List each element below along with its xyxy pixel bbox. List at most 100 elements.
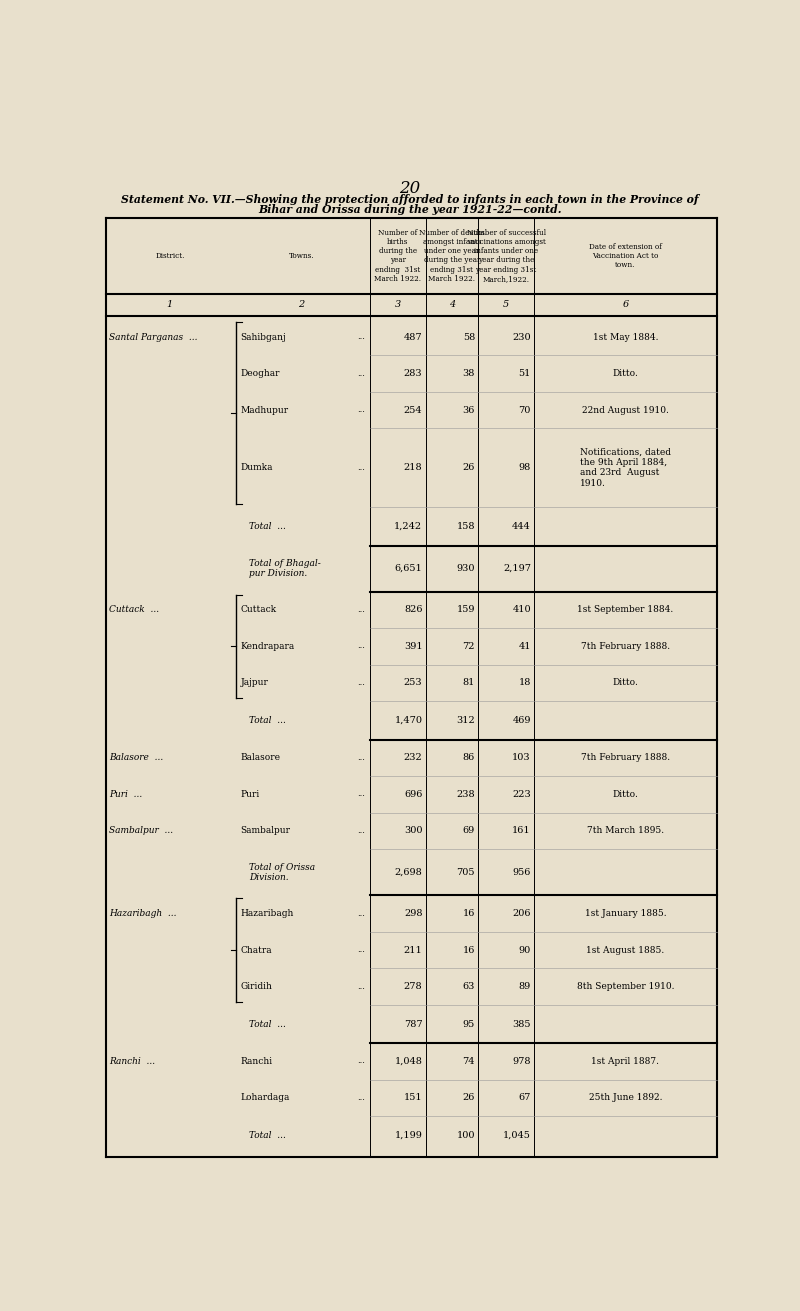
Text: Lohardaga: Lohardaga xyxy=(241,1093,290,1103)
Text: 159: 159 xyxy=(457,606,475,615)
Text: 5: 5 xyxy=(503,300,510,309)
Text: Number of
births
during the
year
ending  31st
March 1922.: Number of births during the year ending … xyxy=(374,228,421,283)
Text: Puri: Puri xyxy=(241,791,260,798)
Text: 86: 86 xyxy=(463,754,475,763)
Text: 223: 223 xyxy=(512,791,531,798)
Text: ...: ... xyxy=(357,370,365,378)
Text: 1st April 1887.: 1st April 1887. xyxy=(591,1057,659,1066)
Text: Giridih: Giridih xyxy=(241,982,273,991)
Text: 3: 3 xyxy=(394,300,401,309)
Text: 7th February 1888.: 7th February 1888. xyxy=(581,754,670,763)
Text: 16: 16 xyxy=(462,909,475,918)
Text: Total of Bhagal-
pur Division.: Total of Bhagal- pur Division. xyxy=(249,558,321,578)
Text: 206: 206 xyxy=(512,909,531,918)
Text: Total  ...: Total ... xyxy=(249,522,286,531)
Text: 36: 36 xyxy=(462,405,475,414)
Text: ...: ... xyxy=(357,982,365,991)
Text: 89: 89 xyxy=(518,982,531,991)
Text: Chatra: Chatra xyxy=(241,945,272,954)
Text: 956: 956 xyxy=(513,868,531,877)
Text: Ditto.: Ditto. xyxy=(613,679,638,687)
Text: 67: 67 xyxy=(518,1093,531,1103)
Text: 705: 705 xyxy=(457,868,475,877)
Text: 253: 253 xyxy=(404,679,422,687)
Text: 487: 487 xyxy=(404,333,422,342)
Text: Bihar and Orissa during the year 1921-22—contd.: Bihar and Orissa during the year 1921-22… xyxy=(258,203,562,215)
Text: 312: 312 xyxy=(456,716,475,725)
Text: Total  ...: Total ... xyxy=(249,1131,286,1141)
Text: 103: 103 xyxy=(512,754,531,763)
Text: 95: 95 xyxy=(463,1020,475,1029)
Text: 298: 298 xyxy=(404,909,422,918)
Text: Dumka: Dumka xyxy=(241,463,274,472)
Text: 72: 72 xyxy=(462,642,475,652)
Text: 1,242: 1,242 xyxy=(394,522,422,531)
Text: Balasore: Balasore xyxy=(241,754,281,763)
Text: 1,199: 1,199 xyxy=(394,1131,422,1141)
Text: 230: 230 xyxy=(512,333,531,342)
Text: 20: 20 xyxy=(399,180,421,197)
Text: Cuttack: Cuttack xyxy=(241,606,277,615)
Text: Deoghar: Deoghar xyxy=(241,370,280,378)
Text: 16: 16 xyxy=(462,945,475,954)
Text: 469: 469 xyxy=(512,716,531,725)
Text: Number of deaths
amongst infants
under one year
during the year
ending 31st
Marc: Number of deaths amongst infants under o… xyxy=(419,228,485,283)
Text: Jajpur: Jajpur xyxy=(241,679,269,687)
Text: 38: 38 xyxy=(462,370,475,378)
Text: 1,048: 1,048 xyxy=(394,1057,422,1066)
Text: ...: ... xyxy=(357,464,365,472)
Text: Kendrapara: Kendrapara xyxy=(241,642,295,652)
Text: 1st August 1885.: 1st August 1885. xyxy=(586,945,665,954)
Text: ...: ... xyxy=(357,333,365,341)
Text: 63: 63 xyxy=(462,982,475,991)
Text: 1st September 1884.: 1st September 1884. xyxy=(578,606,674,615)
Text: 6,651: 6,651 xyxy=(394,564,422,573)
Text: 98: 98 xyxy=(518,463,531,472)
Text: Cuttack  ...: Cuttack ... xyxy=(110,606,159,615)
Text: Towns.: Towns. xyxy=(289,252,314,260)
Text: Sahibganj: Sahibganj xyxy=(241,333,286,342)
Text: 151: 151 xyxy=(404,1093,422,1103)
Text: 1: 1 xyxy=(166,300,173,309)
Text: 100: 100 xyxy=(457,1131,475,1141)
Text: ...: ... xyxy=(357,642,365,650)
Text: 218: 218 xyxy=(404,463,422,472)
Text: 58: 58 xyxy=(463,333,475,342)
Text: 22nd August 1910.: 22nd August 1910. xyxy=(582,405,669,414)
Text: 69: 69 xyxy=(463,826,475,835)
Text: 26: 26 xyxy=(462,463,475,472)
Text: Balasore  ...: Balasore ... xyxy=(110,754,163,763)
Text: ...: ... xyxy=(357,910,365,918)
Text: Notifications, dated
the 9th April 1884,
and 23rd  August
1910.: Notifications, dated the 9th April 1884,… xyxy=(580,447,671,488)
Text: District.: District. xyxy=(155,252,185,260)
Text: 391: 391 xyxy=(404,642,422,652)
Text: 18: 18 xyxy=(518,679,531,687)
Text: Ranchi: Ranchi xyxy=(241,1057,273,1066)
Text: 385: 385 xyxy=(512,1020,531,1029)
Text: Number of successful
vaccinations amongst
infants under one
year during the
year: Number of successful vaccinations amongs… xyxy=(466,228,546,283)
Text: Total  ...: Total ... xyxy=(249,716,286,725)
Text: 6: 6 xyxy=(622,300,629,309)
Text: Madhupur: Madhupur xyxy=(241,405,289,414)
Text: Total of Orissa
Division.: Total of Orissa Division. xyxy=(249,863,315,882)
Text: Ditto.: Ditto. xyxy=(613,791,638,798)
Text: Statement No. VII.—Showing the protection afforded to infants in each town in th: Statement No. VII.—Showing the protectio… xyxy=(122,194,698,205)
Text: Santal Parganas  ...: Santal Parganas ... xyxy=(110,333,198,342)
Text: ...: ... xyxy=(357,679,365,687)
Text: 2: 2 xyxy=(298,300,305,309)
Text: 1st January 1885.: 1st January 1885. xyxy=(585,909,666,918)
Text: Ditto.: Ditto. xyxy=(613,370,638,378)
Text: ...: ... xyxy=(357,827,365,835)
Text: Date of extension of
Vaccination Act to
town.: Date of extension of Vaccination Act to … xyxy=(589,243,662,269)
Text: ...: ... xyxy=(357,1058,365,1066)
Text: 978: 978 xyxy=(512,1057,531,1066)
Text: 826: 826 xyxy=(404,606,422,615)
Text: ...: ... xyxy=(357,1093,365,1103)
Text: 1st May 1884.: 1st May 1884. xyxy=(593,333,658,342)
Text: 444: 444 xyxy=(512,522,531,531)
Text: 2,197: 2,197 xyxy=(503,564,531,573)
Text: Ranchi  ...: Ranchi ... xyxy=(110,1057,155,1066)
Text: Hazaribagh: Hazaribagh xyxy=(241,909,294,918)
Text: 211: 211 xyxy=(404,945,422,954)
Text: 161: 161 xyxy=(512,826,531,835)
